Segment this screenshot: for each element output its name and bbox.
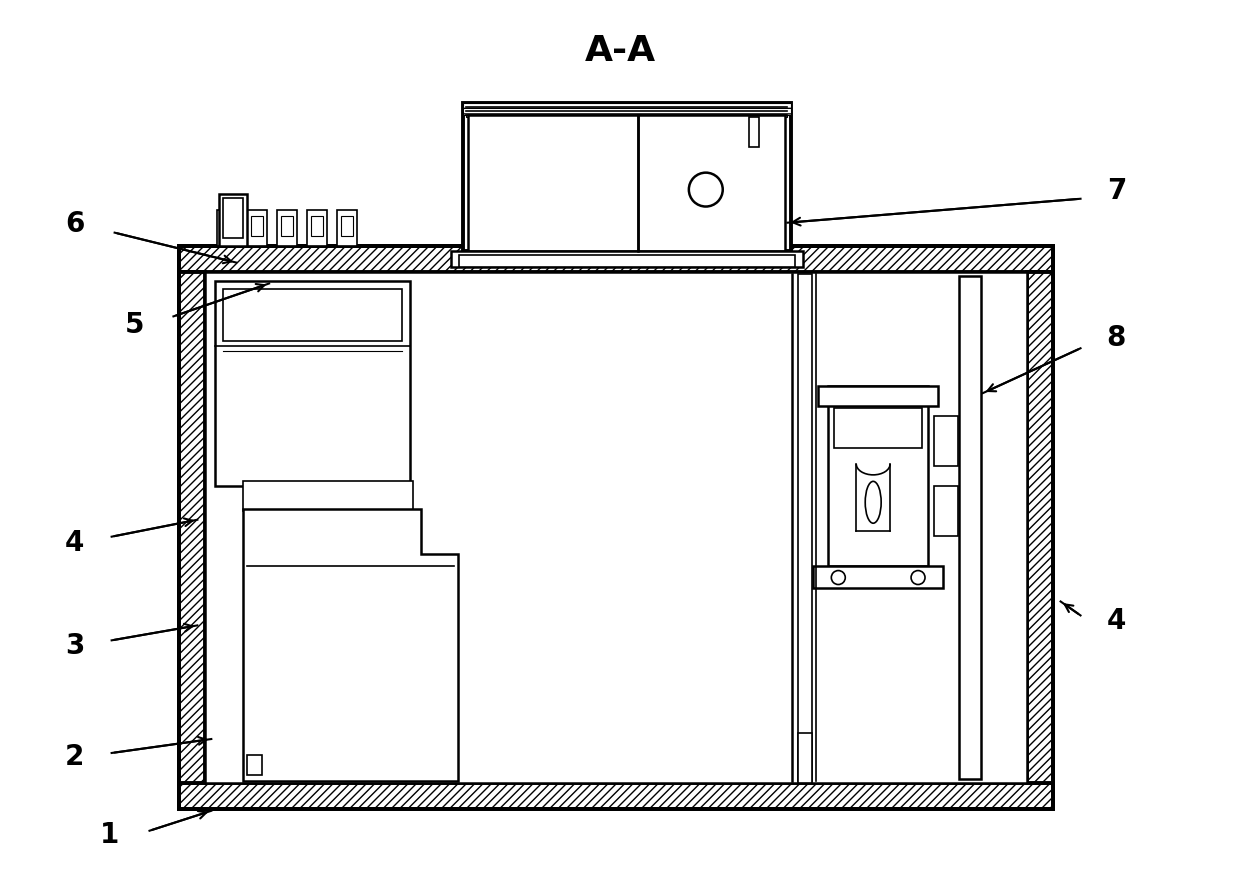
Bar (337, 210, 357, 246)
Bar (281, 216, 293, 236)
Bar (216, 281, 409, 486)
Text: 3: 3 (64, 632, 84, 660)
Bar (463, 103, 791, 251)
Text: 5: 5 (125, 311, 144, 340)
Bar (243, 481, 413, 510)
Bar (180, 272, 206, 783)
Bar (799, 733, 812, 783)
Text: 2: 2 (64, 743, 84, 771)
Bar (206, 272, 1027, 783)
Bar (934, 416, 959, 466)
Bar (450, 251, 804, 267)
Text: 8: 8 (1107, 324, 1126, 352)
Bar (308, 210, 327, 246)
Text: 1: 1 (100, 820, 119, 848)
Polygon shape (243, 509, 458, 781)
Ellipse shape (866, 482, 882, 523)
Text: 6: 6 (64, 210, 84, 238)
Bar (252, 216, 263, 236)
Bar (219, 193, 247, 246)
Bar (277, 210, 298, 246)
Bar (835, 408, 923, 448)
Bar (959, 275, 981, 779)
Bar (311, 216, 322, 236)
Bar (469, 115, 640, 251)
Bar (828, 386, 928, 565)
Bar (247, 210, 267, 246)
Text: A-A: A-A (584, 34, 656, 68)
Bar (463, 103, 791, 115)
Bar (223, 198, 243, 238)
Bar (180, 783, 1053, 809)
Bar (247, 755, 262, 775)
Bar (341, 216, 353, 236)
Bar (221, 216, 233, 236)
Bar (1027, 272, 1053, 783)
Bar (813, 565, 942, 588)
Bar (223, 289, 402, 341)
Bar (459, 254, 795, 267)
Bar (180, 246, 1053, 272)
Bar (639, 115, 785, 251)
Text: 4: 4 (1107, 607, 1126, 636)
Bar (818, 386, 937, 406)
Bar (217, 210, 237, 246)
Text: 4: 4 (64, 529, 84, 557)
Bar (934, 486, 959, 536)
Bar (466, 107, 787, 117)
Text: 7: 7 (1107, 177, 1126, 205)
Bar (749, 117, 759, 147)
Bar (180, 246, 1053, 809)
Bar (799, 273, 812, 781)
